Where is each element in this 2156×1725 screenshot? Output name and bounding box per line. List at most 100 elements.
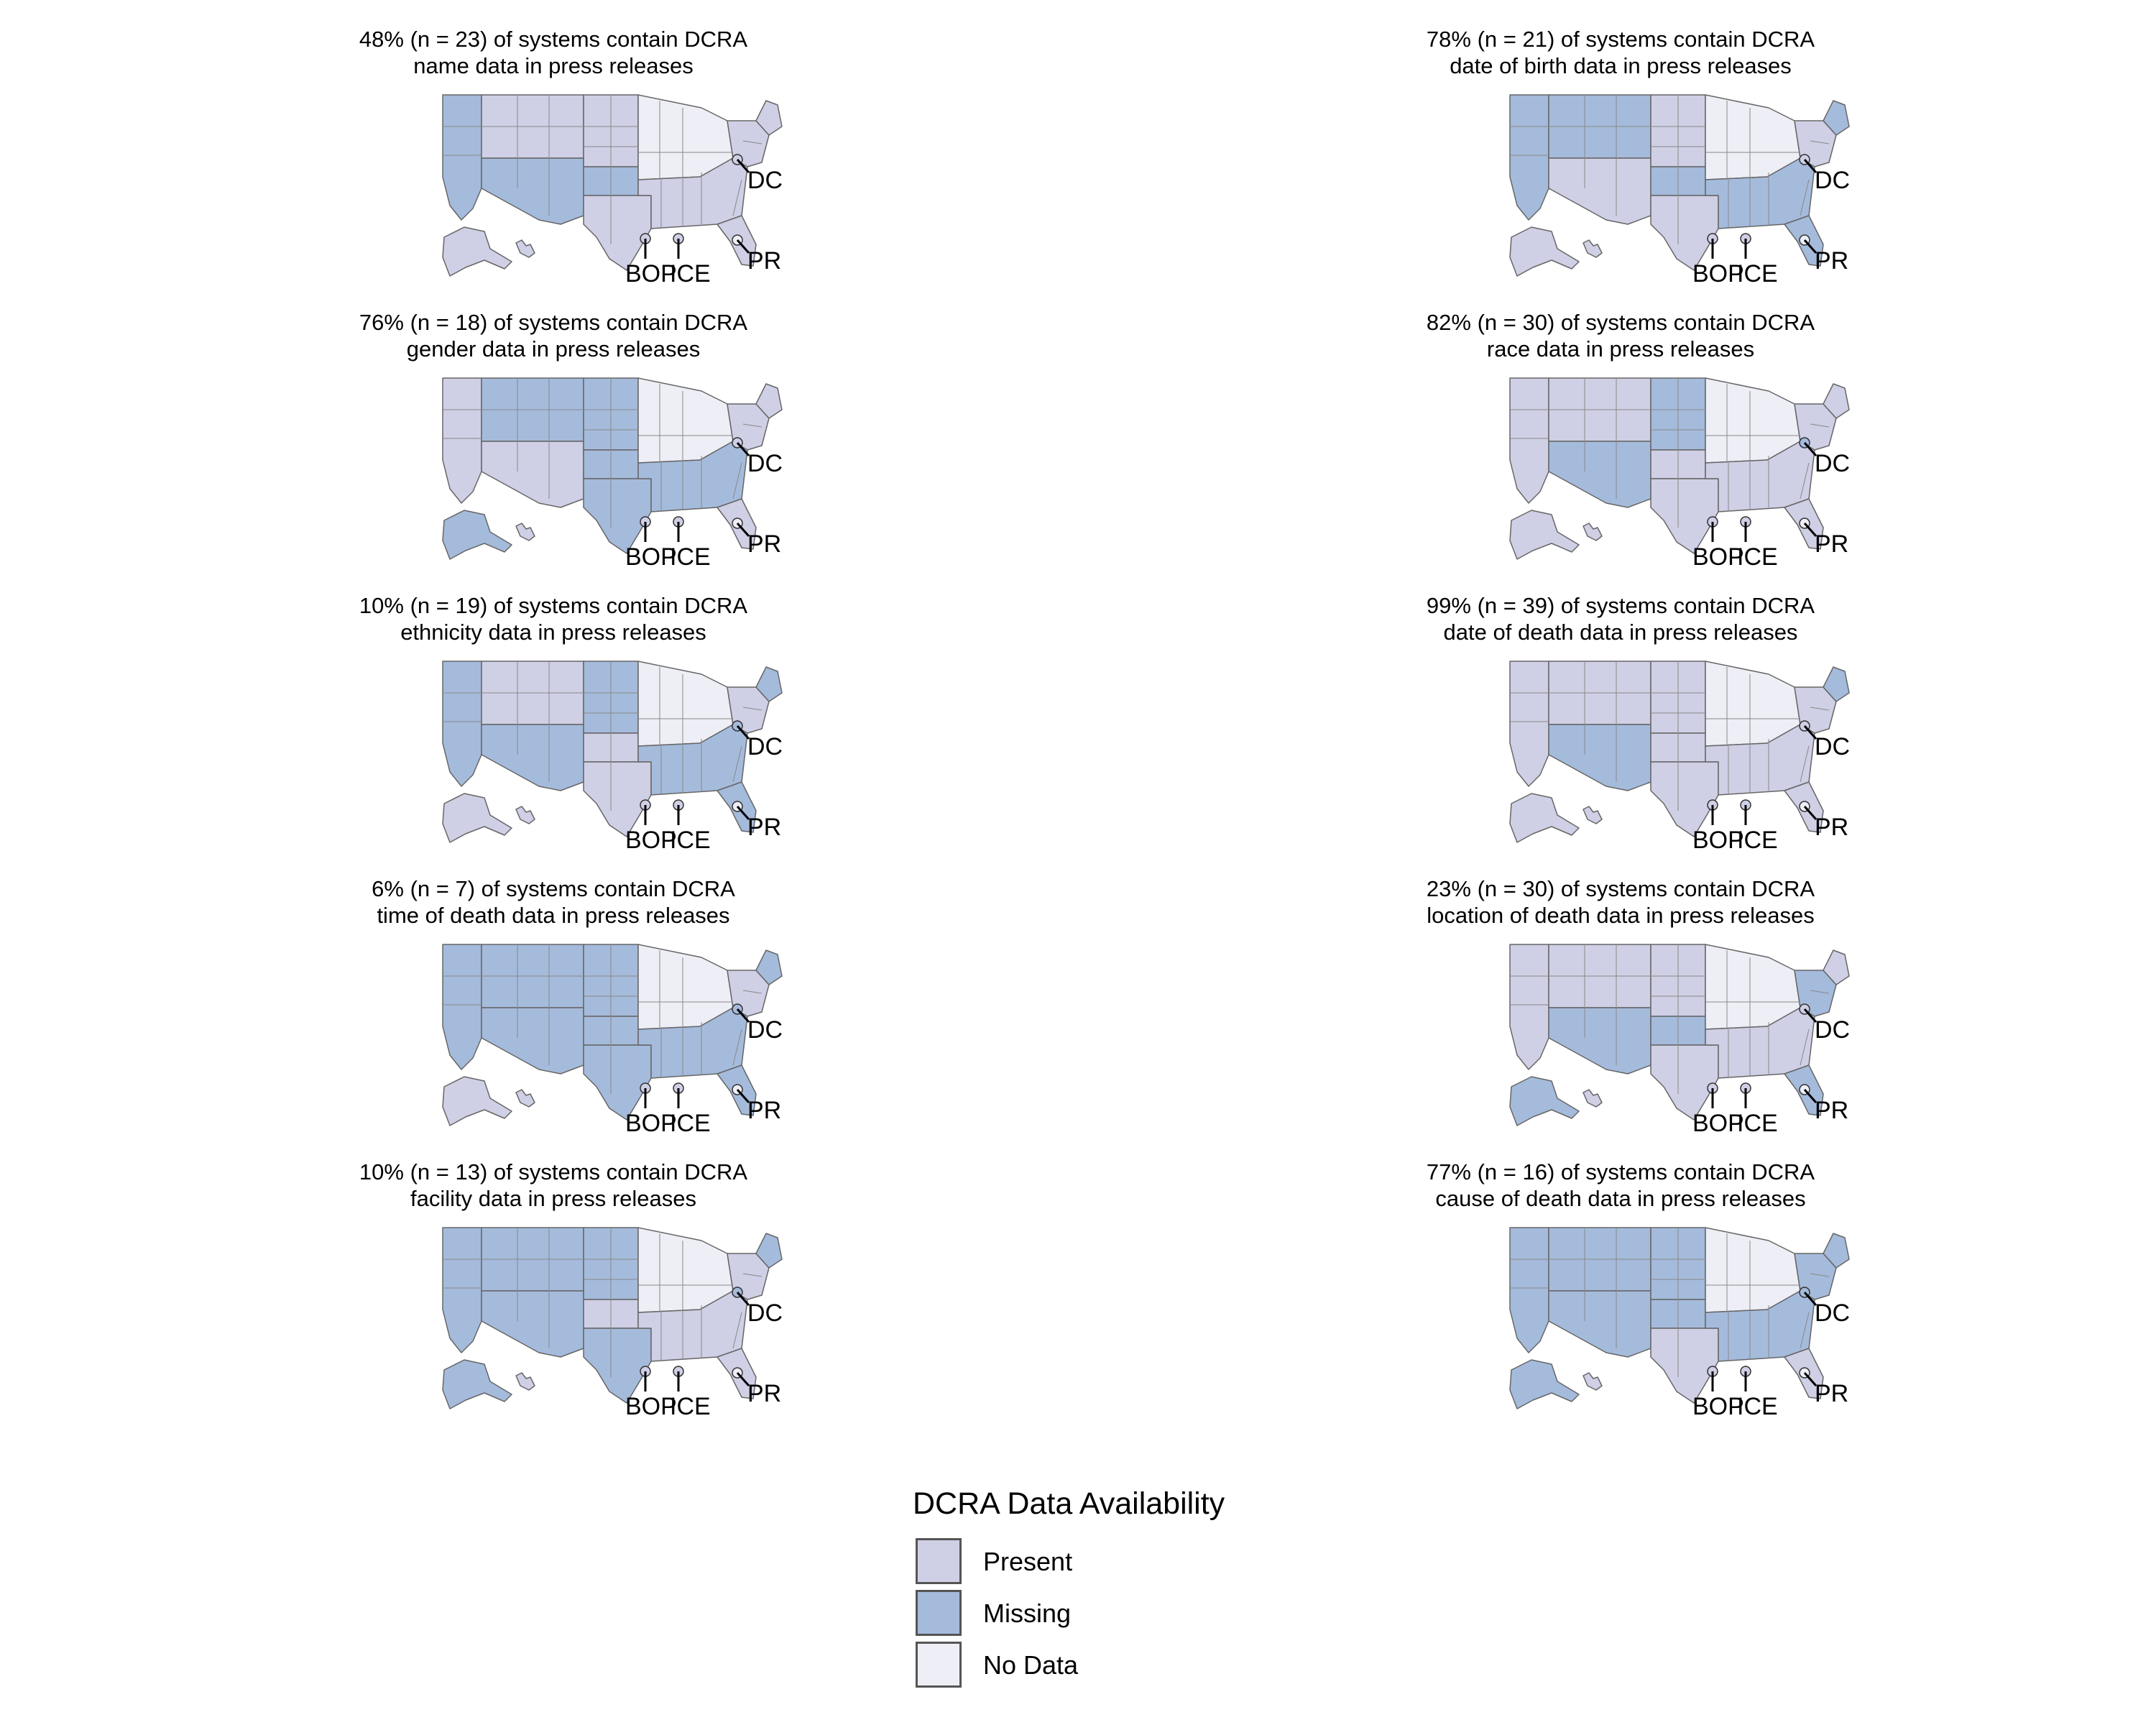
region-alaska	[442, 1359, 512, 1409]
panel-title-line1: 82% (n = 30) of systems contain DCRA	[1426, 310, 1815, 335]
bop-marker: BOP	[1692, 799, 1744, 854]
panel-title-line1: 10% (n = 13) of systems contain DCRA	[359, 1159, 748, 1184]
region-new-england	[755, 666, 783, 702]
map-inner-borders	[443, 661, 763, 811]
dc-label: DC	[747, 1016, 783, 1044]
ice-marker: ICE	[1737, 1082, 1778, 1137]
map-inner-borders	[443, 378, 763, 528]
legend-swatch-missing	[916, 1590, 962, 1636]
region-pacific	[442, 94, 482, 221]
dc-marker: DC	[732, 1003, 783, 1044]
region-hawaii	[515, 523, 535, 541]
dc-label: DC	[747, 1300, 783, 1327]
bop-label: BOP	[1692, 260, 1744, 288]
panel-title-line1: 77% (n = 16) of systems contain DCRA	[1426, 1159, 1815, 1184]
legend-swatch-no-data	[916, 1642, 962, 1688]
region-mountain-s	[1548, 1290, 1651, 1358]
region-south-central	[1650, 1044, 1719, 1121]
region-pacific	[1509, 944, 1549, 1070]
map-regions	[1509, 944, 1850, 1126]
panel-title-line1: 99% (n = 39) of systems contain DCRA	[1426, 593, 1815, 618]
pr-label: PR	[747, 530, 781, 558]
map-inner-borders	[1510, 95, 1830, 244]
pr-label: PR	[1815, 247, 1848, 275]
panel-title-line2: gender data in press releases	[406, 336, 701, 362]
ice-label: ICE	[1737, 1393, 1778, 1420]
region-hawaii	[515, 239, 535, 258]
map-panel-2: DC PR BOP ICE 78% (n = 21) of systems co…	[1369, 0, 1872, 288]
dc-marker: DC	[1799, 1287, 1850, 1327]
ice-marker: ICE	[670, 233, 711, 288]
ice-label: ICE	[670, 1110, 711, 1137]
dc-marker: DC	[732, 1287, 783, 1327]
region-pacific	[442, 661, 482, 787]
region-new-england	[755, 100, 783, 136]
us-map: DC PR BOP ICE	[442, 661, 783, 854]
map-panel-5: DC PR BOP ICE 10% (n = 19) of systems co…	[302, 566, 805, 854]
pr-marker: PR	[732, 518, 781, 558]
region-alaska	[1509, 510, 1580, 560]
region-mountain-s	[481, 724, 584, 791]
bop-label: BOP	[1692, 543, 1744, 571]
region-alaska	[442, 226, 512, 277]
map-inner-borders	[443, 95, 763, 244]
panel-title: 99% (n = 39) of systems contain DCRA dat…	[1369, 592, 1872, 645]
panel-title: 76% (n = 18) of systems contain DCRA gen…	[302, 309, 805, 362]
ice-marker: ICE	[1737, 233, 1778, 288]
ice-marker: ICE	[1737, 1366, 1778, 1420]
map-regions	[442, 377, 783, 560]
map-inner-borders	[1510, 378, 1830, 528]
region-mountain-s	[1548, 157, 1651, 225]
pr-marker: PR	[732, 801, 781, 841]
region-new-england	[1823, 1233, 1850, 1269]
map-regions	[1509, 1227, 1850, 1409]
pr-marker: PR	[1799, 1084, 1848, 1124]
us-map: DC PR BOP ICE	[1509, 661, 1850, 854]
dc-label: DC	[1815, 167, 1850, 194]
map-regions	[1509, 377, 1850, 560]
bop-label: BOP	[1692, 1110, 1744, 1137]
bop-label: BOP	[625, 543, 677, 571]
panel-title-line2: race data in press releases	[1486, 336, 1755, 362]
panel-title-line1: 10% (n = 19) of systems contain DCRA	[359, 593, 748, 618]
region-hawaii	[515, 806, 535, 824]
dc-marker: DC	[1799, 720, 1850, 760]
map-regions	[442, 94, 783, 277]
region-alaska	[1509, 793, 1580, 843]
panel-title-line2: date of birth data in press releases	[1450, 53, 1792, 78]
panel-title-line1: 76% (n = 18) of systems contain DCRA	[359, 310, 748, 335]
ice-label: ICE	[1737, 543, 1778, 571]
map-inner-borders	[1510, 1228, 1830, 1377]
region-south-central	[1650, 195, 1719, 271]
legend-item-missing: Missing	[916, 1590, 1203, 1637]
pr-label: PR	[1815, 814, 1848, 841]
ice-marker: ICE	[1737, 516, 1778, 571]
pr-marker: PR	[732, 234, 781, 275]
bop-label: BOP	[625, 260, 677, 288]
ice-marker: ICE	[670, 1082, 711, 1137]
panel-title-line2: ethnicity data in press releases	[400, 620, 706, 645]
dc-marker: DC	[732, 437, 783, 477]
region-south-central	[583, 1044, 652, 1121]
pr-marker: PR	[1799, 801, 1848, 841]
region-alaska	[442, 510, 512, 560]
map-panel-8: DC PR BOP ICE 23% (n = 30) of systems co…	[1369, 850, 1872, 1137]
us-map: DC PR BOP ICE	[442, 377, 783, 571]
bop-label: BOP	[625, 827, 677, 854]
region-hawaii	[1583, 239, 1603, 258]
legend-label-missing: Missing	[983, 1598, 1072, 1628]
ice-label: ICE	[1737, 260, 1778, 288]
dc-label: DC	[747, 733, 783, 760]
region-pacific	[442, 944, 482, 1070]
region-south-central	[583, 1328, 652, 1404]
region-pacific	[1509, 1227, 1549, 1353]
region-pacific	[1509, 661, 1549, 787]
dc-label: DC	[1815, 1300, 1850, 1327]
map-inner-borders	[1510, 944, 1830, 1094]
map-panel-4: DC PR BOP ICE 82% (n = 30) of systems co…	[1369, 283, 1872, 571]
panel-title-line2: time of death data in press releases	[377, 903, 730, 928]
ice-marker: ICE	[670, 799, 711, 854]
panel-title: 77% (n = 16) of systems contain DCRA cau…	[1369, 1159, 1872, 1212]
panel-title: 78% (n = 21) of systems contain DCRA dat…	[1369, 26, 1872, 79]
panel-title: 6% (n = 7) of systems contain DCRA time …	[302, 875, 805, 929]
